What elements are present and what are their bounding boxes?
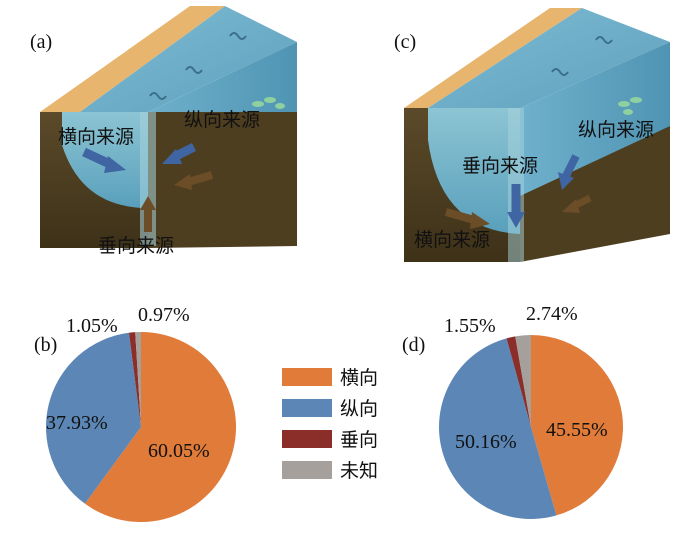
longitudinal-arrow-c	[562, 154, 580, 178]
pie-slice	[135, 332, 141, 427]
label-vertical-a: 垂向来源	[98, 235, 174, 257]
water-side	[520, 42, 670, 196]
water-front	[428, 108, 520, 234]
legend-label: 横向	[340, 367, 378, 389]
pie-slice	[531, 335, 624, 516]
water-side	[148, 42, 297, 112]
legend-swatch	[282, 368, 332, 386]
pie-chart-d: 45.55% 50.16% 1.55% 2.74%	[439, 303, 624, 519]
lateral-arrow-c	[444, 208, 476, 224]
label-vertical-c: 垂向来源	[462, 155, 538, 177]
lateral-arrow-head-c	[470, 212, 490, 229]
wave-icon	[595, 36, 613, 44]
legend-label: 未知	[340, 460, 378, 482]
legend-label: 纵向	[340, 398, 378, 420]
panel-label-b: (b)	[34, 334, 57, 356]
label-lateral-a: 横向来源	[58, 126, 134, 148]
pie-slice	[515, 335, 531, 427]
pie-data-label: 1.55%	[444, 315, 496, 337]
wave-icon	[229, 32, 247, 40]
wave-icon	[551, 68, 569, 76]
vertical-arrow-head-c	[507, 212, 525, 228]
label-lateral-c: 横向来源	[414, 229, 490, 251]
legend-label: 垂向	[340, 429, 378, 451]
water-top	[80, 6, 297, 112]
pie-chart-b: 60.05% 37.93% 1.05% 0.97%	[45, 304, 236, 522]
legend-swatch	[282, 430, 332, 448]
label-longitudinal-a: 纵向来源	[184, 109, 260, 131]
bank-top	[40, 6, 225, 112]
soil-side	[148, 112, 297, 248]
pie-data-label: 2.74%	[526, 303, 578, 325]
pie-slice	[506, 336, 531, 427]
lateral-arrow-head-a	[104, 156, 126, 173]
pie-slice	[439, 338, 557, 519]
wave-icon	[149, 92, 167, 100]
pie-data-label: 45.55%	[546, 419, 608, 441]
pie-data-label: 1.05%	[66, 315, 118, 337]
legend-swatch	[282, 399, 332, 417]
pie-data-label: 50.16%	[455, 431, 517, 453]
brown-arrow-head-a	[174, 174, 192, 190]
brown-arrow-a	[186, 171, 214, 186]
diagram-c: (c) 垂向来源 纵向来源 横向来源	[394, 8, 670, 262]
longitudinal-arrow-head-c	[558, 172, 574, 190]
vertical-arrow-head-a	[140, 196, 156, 210]
label-longitudinal-c: 纵向来源	[578, 119, 654, 141]
plants-icon	[618, 97, 642, 115]
panel-label-d: (d)	[402, 334, 425, 356]
pie-slice	[128, 332, 141, 427]
pie-slice	[45, 332, 141, 504]
panel-label-a: (a)	[30, 31, 52, 53]
legend-swatch	[282, 461, 332, 479]
brown-arrow-head-c	[562, 199, 580, 213]
longitudinal-arrow-head-a	[162, 149, 182, 164]
diagram-a: (a) 横向来源 纵向来源 垂向来源	[30, 6, 297, 257]
pie-slice	[84, 332, 236, 522]
plants-icon	[252, 97, 285, 109]
pie-data-label: 37.93%	[46, 412, 108, 434]
pie-data-label: 0.97%	[138, 304, 190, 326]
pie-data-label: 60.05%	[148, 440, 210, 462]
panel-label-c: (c)	[394, 31, 416, 53]
bank-top	[404, 8, 582, 108]
wave-icon	[185, 66, 203, 74]
water-top	[428, 8, 670, 108]
